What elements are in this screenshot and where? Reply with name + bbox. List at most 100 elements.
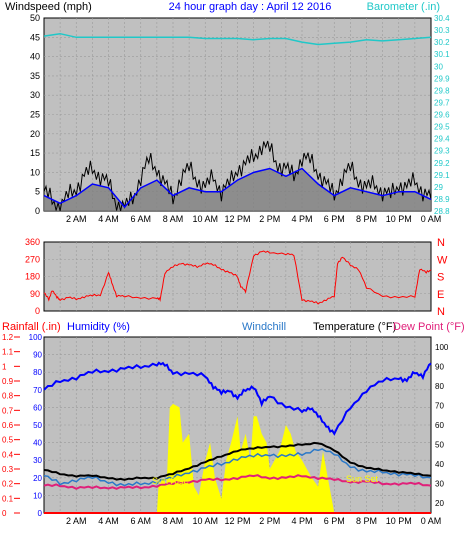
barometer-tick-label: 29.2 — [434, 159, 450, 168]
temperature-tick-label: 100 — [435, 343, 449, 352]
windspeed-tick-label: 15 — [30, 148, 40, 158]
barometer-tick-label: 30.1 — [434, 50, 450, 59]
barometer-line — [43, 32, 432, 46]
windspeed-tick-label: 10 — [30, 167, 40, 177]
x-tick-label: 10 PM — [386, 214, 412, 224]
x-tick-label: 2 AM — [66, 516, 87, 526]
direction-tick-label: 90 — [30, 289, 40, 299]
windspeed-axis-title: Windspeed (mph) — [5, 1, 92, 13]
windchill-line — [43, 448, 432, 487]
temperature-tick-label: 80 — [435, 382, 444, 391]
rainfall-tick-label: 1 — [2, 362, 7, 371]
barometer-axis-title: Barometer (.in) — [367, 1, 440, 13]
rainfall-tick-label: 0.9 — [2, 377, 14, 386]
windspeed-series — [43, 32, 432, 212]
x-tick-label: 8 PM — [356, 214, 377, 224]
x-tick-label: 6 AM — [130, 516, 151, 526]
barometer-tick-label: 28.9 — [434, 195, 450, 204]
temperature-legend: Temperature (°F) — [313, 321, 396, 333]
humidity-tick-label: 70 — [33, 386, 42, 395]
direction-tick-label: 270 — [25, 254, 40, 264]
barometer-tick-label: 30.4 — [434, 14, 450, 23]
x-tick-label: 8 AM — [163, 516, 184, 526]
barometer-tick-label: 30 — [434, 62, 443, 71]
x-tick-label: 2 PM — [259, 516, 280, 526]
rainfall-tick-label: 0.3 — [2, 465, 14, 474]
barometer-tick-label: 29.5 — [434, 123, 450, 132]
windspeed-avg-line — [43, 167, 432, 209]
compass-label: S — [437, 272, 444, 284]
humidity-tick-label: 0 — [38, 509, 43, 518]
windspeed-tick-label: 40 — [30, 52, 40, 62]
barometer-tick-label: 30.2 — [434, 38, 450, 47]
windspeed-tick-label: 25 — [30, 110, 40, 120]
barometer-tick-label: 29.6 — [434, 111, 450, 120]
humidity-tick-label: 60 — [33, 403, 42, 412]
sunrise-label: Sun Rise — [152, 476, 189, 486]
barometer-tick-label: 29.3 — [434, 147, 450, 156]
wind-direction-series — [43, 250, 432, 305]
humidity-tick-label: 90 — [33, 351, 42, 360]
windspeed-tick-label: 30 — [30, 90, 40, 100]
x-tick-label: 0 AM — [421, 214, 442, 224]
humidity-axis-title: Humidity (%) — [67, 321, 130, 333]
rainfall-axis-title: Rainfall (.in) — [2, 321, 61, 333]
windchill-legend: Windchill — [242, 321, 286, 333]
temperature-series — [43, 361, 432, 514]
humidity-tick-label: 80 — [33, 368, 42, 377]
solar-area — [150, 403, 335, 513]
x-tick-label: 8 PM — [356, 516, 377, 526]
dew-point-legend: Dew Point (°F) — [393, 321, 465, 333]
wind-direction-line — [43, 250, 432, 305]
dew-point-line — [43, 474, 432, 490]
compass-label: W — [437, 254, 448, 266]
rainfall-tick-label: 0 — [2, 509, 7, 518]
humidity-tick-label: 30 — [33, 456, 42, 465]
direction-tick-label: 0 — [35, 306, 40, 316]
windspeed-tick-label: 35 — [30, 71, 40, 81]
humidity-line — [43, 361, 432, 436]
compass-label: N — [437, 237, 445, 249]
x-tick-label: 4 PM — [291, 214, 312, 224]
barometer-tick-label: 29.9 — [434, 74, 450, 83]
rainfall-tick-label: 1.2 — [2, 333, 14, 342]
x-tick-label: 6 PM — [324, 214, 345, 224]
temperature-tick-label: 60 — [435, 421, 444, 430]
humidity-tick-label: 100 — [29, 333, 43, 342]
x-tick-label: 0 AM — [421, 516, 442, 526]
rainfall-tick-label: 0.2 — [2, 480, 14, 489]
windspeed-tick-label: 20 — [30, 129, 40, 139]
x-tick-label: 12 PM — [224, 214, 250, 224]
direction-tick-label: 360 — [25, 237, 40, 247]
rainfall-tick-label: 0.1 — [2, 494, 14, 503]
x-tick-label: 6 AM — [130, 214, 151, 224]
x-tick-label: 12 PM — [224, 516, 250, 526]
graph-title: 24 hour graph day : April 12 2016 — [169, 1, 332, 13]
temperature-line — [43, 441, 432, 481]
rainfall-tick-label: 0.6 — [2, 421, 14, 430]
windspeed-tick-label: 50 — [30, 13, 40, 23]
temperature-tick-label: 50 — [435, 441, 444, 450]
rainfall-tick-label: 0.7 — [2, 406, 14, 415]
x-tick-label: 4 AM — [98, 214, 119, 224]
barometer-tick-label: 29.8 — [434, 86, 450, 95]
direction-tick-label: 180 — [25, 272, 40, 282]
humidity-tick-label: 50 — [33, 421, 42, 430]
compass-label: E — [437, 289, 444, 301]
windspeed-tick-label: 45 — [30, 32, 40, 42]
windspeed-line — [43, 140, 432, 212]
compass-label: N — [437, 306, 445, 318]
x-tick-label: 10 PM — [386, 516, 412, 526]
humidity-tick-label: 10 — [33, 491, 42, 500]
barometer-tick-label: 29.7 — [434, 98, 450, 107]
x-tick-label: 4 AM — [98, 516, 119, 526]
barometer-tick-label: 29 — [434, 183, 443, 192]
rainfall-tick-label: 0.4 — [2, 450, 14, 459]
x-tick-label: 10 AM — [192, 516, 218, 526]
x-tick-label: 10 AM — [192, 214, 218, 224]
temperature-tick-label: 30 — [435, 480, 444, 489]
barometer-tick-label: 30.3 — [434, 26, 450, 35]
barometer-tick-label: 28.8 — [434, 207, 450, 216]
